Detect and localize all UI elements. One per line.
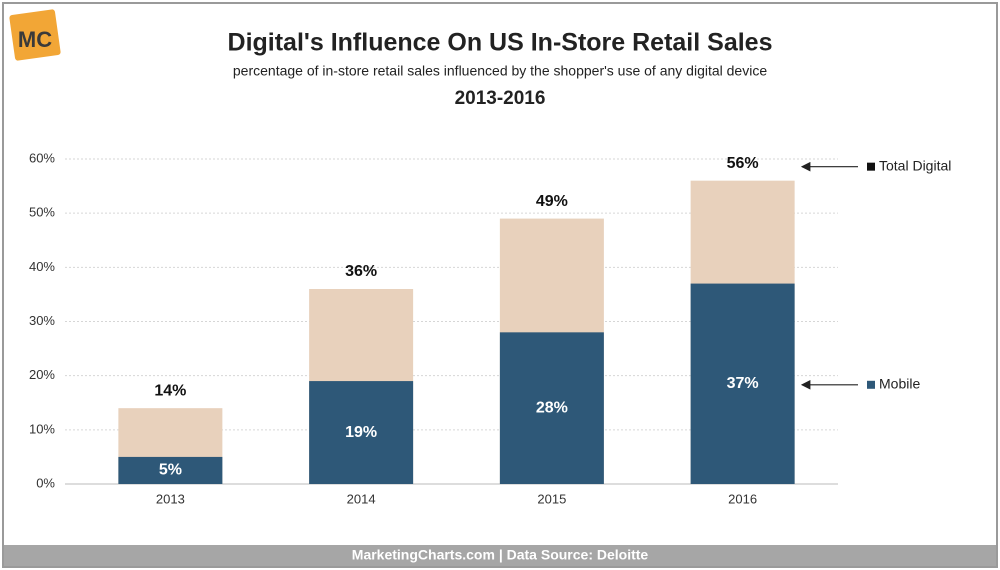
legend-swatch bbox=[867, 162, 875, 171]
chart-title: Digital's Influence On US In-Store Retai… bbox=[228, 29, 773, 57]
bar bbox=[309, 381, 414, 484]
data-label: 56% bbox=[727, 155, 759, 172]
bar bbox=[118, 456, 223, 484]
data-label: 28% bbox=[536, 399, 568, 416]
data-label: 37% bbox=[727, 375, 759, 392]
source: MarketingCharts.com | Data Source: Deloi… bbox=[352, 547, 649, 563]
legend-label: Mobile bbox=[879, 375, 920, 391]
y-tick-label: 40% bbox=[29, 259, 55, 274]
data-label: 19% bbox=[345, 424, 377, 441]
y-tick-label: 50% bbox=[29, 205, 55, 220]
data-label: 5% bbox=[159, 462, 182, 479]
logo-badge bbox=[9, 9, 61, 61]
period: 2013-2016 bbox=[455, 88, 546, 109]
y-tick-label: 20% bbox=[29, 367, 55, 382]
data-label: 36% bbox=[345, 263, 377, 280]
y-tick-label: 60% bbox=[29, 150, 55, 165]
legend-swatch bbox=[867, 380, 875, 389]
x-tick-label: 2015 bbox=[537, 491, 566, 506]
legend-label: Total Digital bbox=[879, 157, 951, 173]
y-tick-label: 0% bbox=[36, 475, 55, 490]
data-label: 49% bbox=[536, 193, 568, 210]
x-tick-label: 2013 bbox=[156, 491, 185, 506]
chart-subtitle: percentage of in-store retail sales infl… bbox=[233, 63, 767, 79]
x-tick-label: 2016 bbox=[728, 491, 757, 506]
bar bbox=[690, 283, 795, 484]
x-tick-label: 2014 bbox=[347, 491, 376, 506]
bar bbox=[499, 332, 604, 484]
y-tick-label: 10% bbox=[29, 421, 55, 436]
y-tick-label: 30% bbox=[29, 313, 55, 328]
logo: MC bbox=[18, 27, 52, 52]
footer-band bbox=[4, 545, 996, 566]
data-label: 14% bbox=[154, 382, 186, 399]
